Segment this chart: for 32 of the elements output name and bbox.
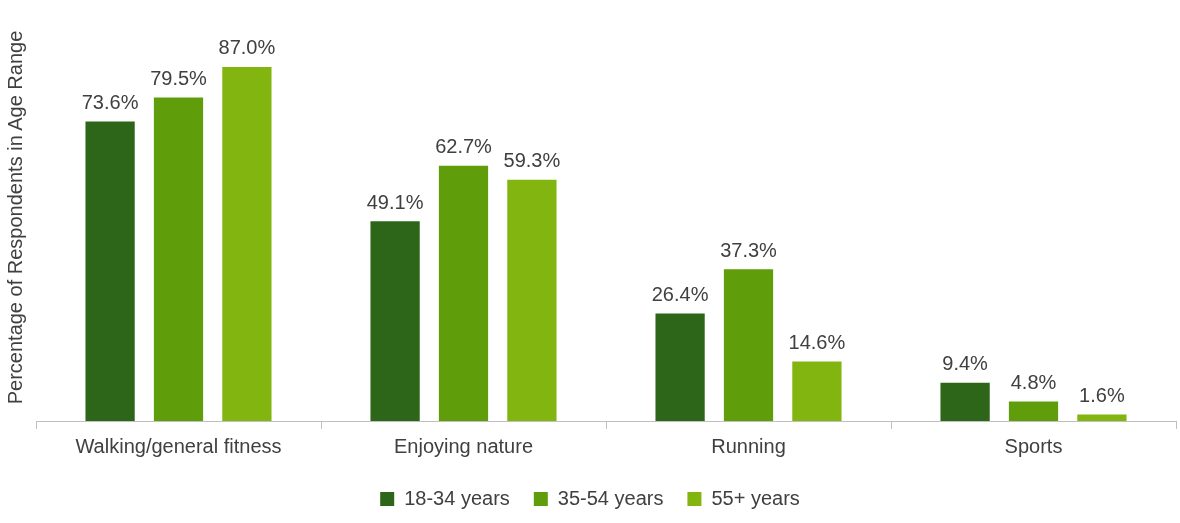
legend-label: 35-54 years	[557, 486, 664, 509]
bar	[723, 269, 774, 421]
data-label: 49.1%	[366, 190, 424, 213]
bar	[85, 121, 135, 421]
legend-label: 55+ years	[711, 486, 800, 509]
y-axis-title: Percentage of Respondents in Age Range	[3, 30, 26, 405]
data-label: 4.8%	[1010, 370, 1057, 393]
x-tick-label: Enjoying nature	[394, 434, 533, 457]
data-label: 1.6%	[1079, 384, 1125, 406]
bar	[507, 179, 557, 421]
bar	[153, 97, 204, 421]
bar	[1008, 401, 1059, 421]
x-tick-label: Running	[711, 434, 786, 457]
data-label: 14.6%	[788, 331, 846, 354]
data-label: 79.5%	[150, 66, 208, 89]
data-label: 26.4%	[651, 283, 709, 306]
legend-label: 18-34 years	[404, 486, 510, 509]
data-label: 59.3%	[503, 149, 561, 172]
bar	[940, 382, 990, 421]
data-label: 62.7%	[435, 135, 493, 158]
bar	[792, 361, 842, 421]
data-label: 9.4%	[942, 352, 989, 375]
x-tick-label: Walking/general fitness	[75, 434, 282, 457]
bar	[370, 221, 420, 421]
data-label: 37.3%	[720, 238, 778, 261]
bar	[1077, 414, 1127, 421]
x-tick-label: Sports	[1004, 434, 1063, 457]
bar	[438, 165, 489, 421]
data-label: 87.0%	[218, 36, 276, 59]
bar	[655, 313, 705, 421]
bar	[222, 66, 272, 421]
data-label: 73.6%	[81, 90, 139, 113]
